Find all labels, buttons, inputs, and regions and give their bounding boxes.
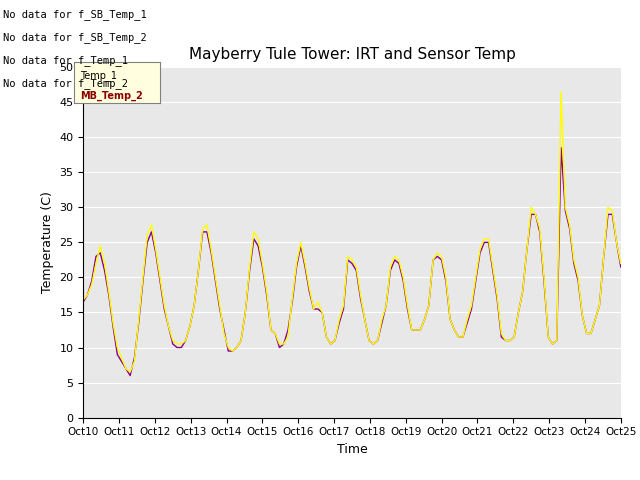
Y-axis label: Temperature (C): Temperature (C) [41,192,54,293]
PanelT [587,331,595,336]
AM25T [536,229,543,235]
Text: No data for f_SB_Temp_2: No data for f_SB_Temp_2 [3,32,147,43]
PanelT [617,261,625,266]
X-axis label: Time: Time [337,443,367,456]
PanelT [557,89,565,95]
PanelT [425,302,433,308]
Text: Temp_1: Temp_1 [81,70,118,81]
AM25T [587,331,595,336]
Text: MB_Temp_2: MB_Temp_2 [81,90,143,101]
PanelT [126,369,134,375]
Text: No data for f_Temp_1: No data for f_Temp_1 [3,55,128,66]
AM25T [425,302,433,308]
Line: AM25T: AM25T [83,148,621,375]
Text: No data for f_SB_Temp_1: No data for f_SB_Temp_1 [3,9,147,20]
AM25T [404,306,412,312]
PanelT [395,257,403,263]
PanelT [105,288,113,294]
AM25T [395,261,403,266]
AM25T [126,372,134,378]
AM25T [105,292,113,298]
PanelT [404,302,412,308]
PanelT [536,226,543,231]
AM25T [557,145,565,151]
AM25T [79,299,87,305]
Line: PanelT: PanelT [83,92,621,372]
Text: No data for f_Temp_2: No data for f_Temp_2 [3,78,128,89]
Title: Mayberry Tule Tower: IRT and Sensor Temp: Mayberry Tule Tower: IRT and Sensor Temp [189,47,515,62]
PanelT [79,297,87,303]
AM25T [617,264,625,270]
